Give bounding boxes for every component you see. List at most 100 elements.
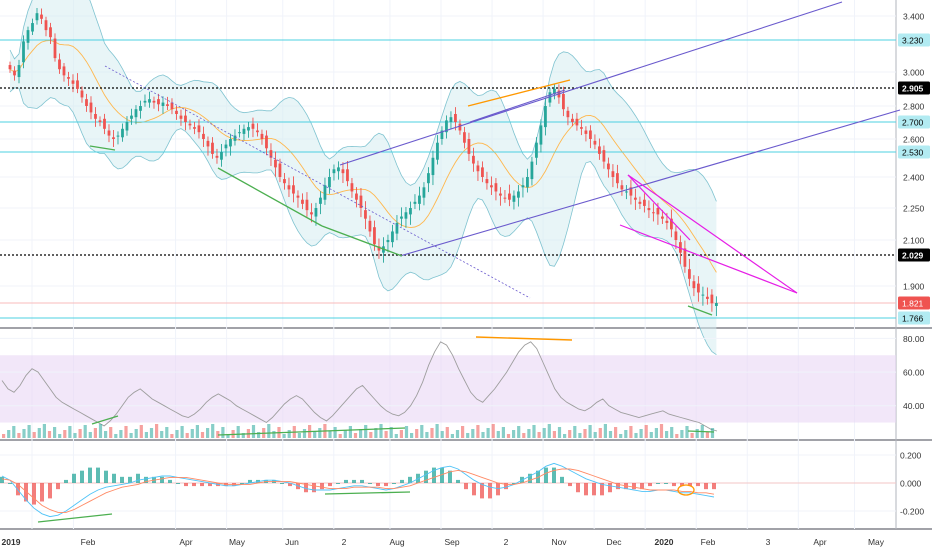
bullish-candle[interactable]	[22, 41, 25, 63]
bullish-candle[interactable]	[323, 185, 327, 200]
bearish-candle[interactable]	[350, 183, 354, 192]
bullish-candle[interactable]	[134, 109, 138, 118]
bearish-candle[interactable]	[377, 246, 381, 251]
bullish-candle[interactable]	[517, 191, 520, 198]
bearish-candle[interactable]	[607, 163, 610, 170]
bearish-candle[interactable]	[256, 130, 259, 133]
bearish-candle[interactable]	[215, 155, 219, 158]
bearish-candle[interactable]	[665, 220, 669, 223]
bearish-candle[interactable]	[80, 90, 84, 98]
bearish-candle[interactable]	[490, 185, 493, 188]
bearish-candle[interactable]	[364, 210, 367, 219]
bearish-candle[interactable]	[566, 110, 570, 118]
bullish-candle[interactable]	[548, 92, 552, 103]
bearish-candle[interactable]	[503, 197, 507, 199]
bearish-candle[interactable]	[611, 171, 615, 177]
bullish-candle[interactable]	[449, 117, 453, 122]
bearish-candle[interactable]	[584, 130, 588, 134]
bearish-candle[interactable]	[49, 27, 52, 38]
bullish-candle[interactable]	[715, 303, 718, 306]
bearish-candle[interactable]	[175, 110, 178, 114]
rsi-panel[interactable]	[0, 336, 896, 438]
bearish-candle[interactable]	[710, 294, 714, 304]
bearish-candle[interactable]	[647, 208, 651, 211]
bullish-candle[interactable]	[427, 173, 430, 184]
bearish-candle[interactable]	[476, 165, 480, 172]
bullish-candle[interactable]	[35, 13, 39, 21]
signal-line[interactable]	[1, 468, 715, 513]
bullish-candle[interactable]	[400, 216, 403, 219]
bullish-candle[interactable]	[233, 135, 237, 141]
bearish-candle[interactable]	[472, 155, 475, 164]
bullish-candle[interactable]	[229, 139, 232, 147]
bearish-candle[interactable]	[166, 104, 169, 106]
bearish-candle[interactable]	[296, 195, 300, 198]
bearish-candle[interactable]	[184, 115, 187, 122]
bullish-candle[interactable]	[125, 122, 129, 131]
macd-divergence-green[interactable]	[37, 513, 113, 523]
bearish-candle[interactable]	[170, 102, 174, 110]
bearish-candle[interactable]	[278, 163, 282, 177]
bullish-candle[interactable]	[512, 195, 516, 202]
bearish-candle[interactable]	[8, 65, 12, 70]
bearish-candle[interactable]	[373, 227, 376, 245]
bearish-candle[interactable]	[674, 231, 678, 240]
bearish-candle[interactable]	[589, 130, 592, 140]
bearish-candle[interactable]	[211, 142, 214, 154]
bearish-candle[interactable]	[98, 120, 102, 122]
bearish-candle[interactable]	[260, 133, 264, 139]
bearish-candle[interactable]	[683, 248, 687, 267]
bearish-candle[interactable]	[602, 150, 606, 162]
divergence-line-green[interactable]	[321, 225, 403, 257]
bearish-candle[interactable]	[71, 80, 75, 84]
bullish-candle[interactable]	[148, 99, 151, 103]
bearish-candle[interactable]	[85, 99, 88, 106]
bearish-candle[interactable]	[629, 187, 633, 196]
bullish-candle[interactable]	[247, 127, 250, 131]
bearish-candle[interactable]	[94, 114, 97, 119]
bullish-candle[interactable]	[413, 201, 417, 204]
bullish-candle[interactable]	[319, 197, 322, 204]
bullish-candle[interactable]	[130, 115, 133, 119]
bearish-candle[interactable]	[292, 185, 295, 194]
bullish-candle[interactable]	[314, 208, 318, 217]
bearish-candle[interactable]	[341, 169, 345, 174]
bearish-candle[interactable]	[593, 140, 597, 145]
divergence-line-green[interactable]	[89, 145, 116, 151]
channel-top-segment[interactable]	[469, 89, 566, 123]
bearish-candle[interactable]	[485, 179, 489, 184]
bearish-candle[interactable]	[458, 123, 462, 131]
bearish-candle[interactable]	[620, 185, 624, 190]
bearish-candle[interactable]	[467, 139, 471, 154]
channel-upper-line[interactable]	[339, 1, 843, 166]
bearish-candle[interactable]	[634, 197, 637, 200]
macd-panel[interactable]	[0, 454, 896, 523]
bearish-candle[interactable]	[494, 183, 498, 192]
macd-line[interactable]	[1, 462, 715, 518]
bullish-candle[interactable]	[539, 125, 543, 145]
bearish-candle[interactable]	[656, 208, 660, 215]
price-panel[interactable]	[0, 0, 901, 356]
bullish-candle[interactable]	[404, 212, 408, 219]
bullish-candle[interactable]	[242, 128, 246, 134]
bullish-candle[interactable]	[445, 120, 448, 133]
bearish-candle[interactable]	[206, 140, 210, 147]
bearish-candle[interactable]	[179, 115, 183, 119]
bearish-candle[interactable]	[13, 70, 16, 76]
bullish-candle[interactable]	[440, 130, 444, 140]
rsi-divergence-green[interactable]	[91, 415, 119, 425]
bearish-candle[interactable]	[274, 159, 277, 168]
bearish-candle[interactable]	[301, 199, 304, 204]
bullish-candle[interactable]	[553, 88, 556, 94]
bearish-candle[interactable]	[499, 193, 502, 196]
bearish-candle[interactable]	[562, 94, 565, 110]
bearish-candle[interactable]	[188, 123, 192, 126]
bearish-candle[interactable]	[40, 14, 43, 19]
bearish-candle[interactable]	[265, 135, 268, 149]
bearish-candle[interactable]	[697, 283, 700, 293]
bullish-candle[interactable]	[418, 195, 421, 204]
bearish-candle[interactable]	[598, 146, 601, 154]
bearish-candle[interactable]	[463, 132, 466, 143]
rsi-line[interactable]	[1, 341, 718, 432]
